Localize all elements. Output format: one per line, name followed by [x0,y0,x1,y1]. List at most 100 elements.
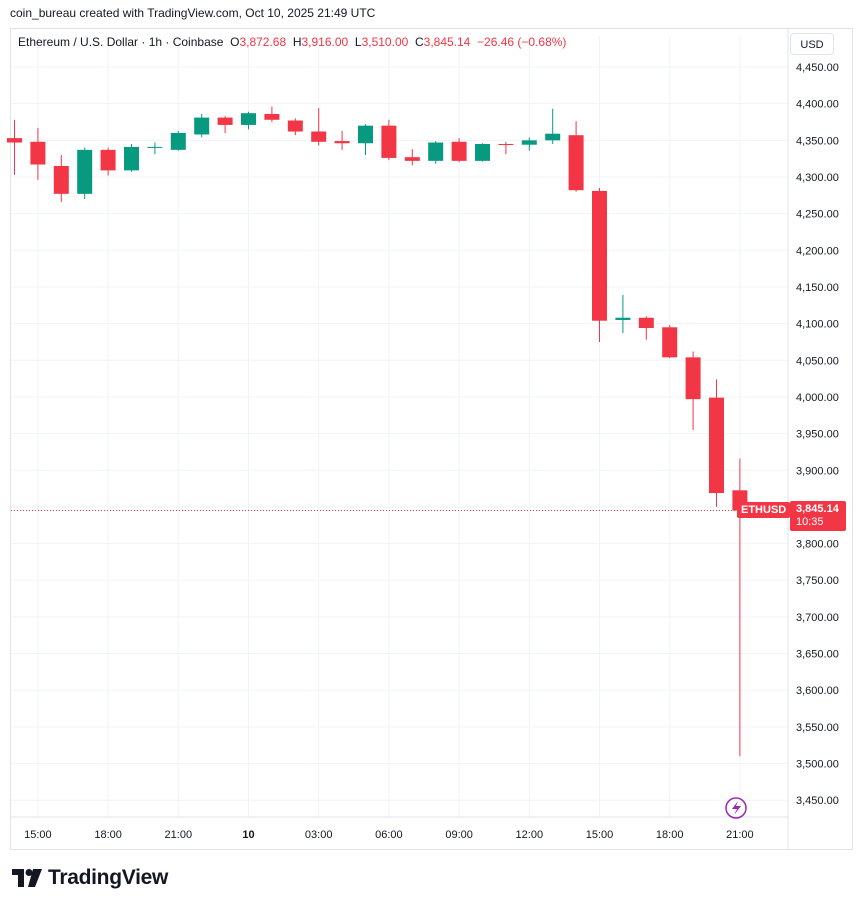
x-tick-label: 15:00 [586,829,614,841]
candle-body [264,113,280,120]
y-tick-label: 4,100.00 [796,319,839,331]
x-tick-label: 18:00 [656,829,684,841]
y-tick-label: 4,350.00 [796,135,839,147]
candle [638,316,654,340]
candle [170,130,186,151]
candle-body [498,143,514,145]
candle [334,130,350,150]
bar-countdown: 10:35 [796,516,824,528]
candle-body [287,120,303,132]
candle-body [521,140,537,145]
lightning-icon-circle [725,797,747,819]
candle [662,325,678,359]
candle [475,143,490,162]
candle-body [709,397,724,493]
x-tick-label: 18:00 [94,829,122,841]
legend-change: −26.46 (−0.68%) [477,35,567,49]
candle [311,108,327,146]
candle-body [358,125,373,144]
legend-open-value: 3,872.68 [239,35,287,49]
candle-body [404,157,420,161]
grid-lines [11,36,788,817]
legend-open-label: O [230,35,240,49]
last-price-label: 3,845.14 10:35 [790,501,846,531]
candle-body [170,132,186,150]
y-tick-label: 3,700.00 [796,612,839,624]
legend-symbol: Ethereum / U.S. Dollar · 1h · Coinbase [18,35,224,49]
y-tick-label: 4,000.00 [796,392,839,404]
candle-body [241,113,256,125]
candle [194,113,210,138]
y-tick-label: 3,750.00 [796,575,839,587]
y-tick-label: 4,300.00 [796,172,839,184]
candle-body [30,141,46,165]
candle-body [100,149,116,171]
candle [381,119,397,161]
y-tick-label: 3,800.00 [796,539,839,551]
x-tick-label: 06:00 [375,829,403,841]
y-tick-label: 4,150.00 [796,282,839,294]
y-tick-label: 3,450.00 [796,795,839,807]
candle [358,124,373,155]
candle-body [592,190,607,321]
candle [404,149,420,166]
candle-body [217,117,233,125]
x-tick-label: 15:00 [24,829,52,841]
x-tick-label: 03:00 [305,829,333,841]
y-tick-label: 3,950.00 [796,429,839,441]
candle [287,118,303,136]
candle [685,351,701,430]
candle-body [638,317,654,329]
x-tick-label: 09:00 [445,829,473,841]
candle [451,138,467,163]
candle [615,295,631,334]
chart-credit: coin_bureau created with TradingView.com… [10,6,376,20]
y-tick-label: 3,500.00 [796,759,839,771]
candle-body [7,138,22,143]
legend-close-label: C [414,35,424,49]
ohlc-legend: Ethereum / U.S. Dollar · 1h · Coinbase O… [18,35,566,49]
tradingview-logo[interactable]: TradingView [12,866,168,890]
candle [264,106,280,122]
candle-body [475,143,490,161]
candle-body [662,327,678,358]
candle-body [568,135,584,191]
candle [592,187,607,342]
candle [521,137,537,151]
candle-body [124,146,139,171]
lightning-icon [725,797,747,819]
brand-name: TradingView [48,866,169,889]
legend-low-label: L [354,35,362,49]
y-tick-label: 3,550.00 [796,722,839,734]
y-tick-label: 4,050.00 [796,355,839,367]
candle [217,116,233,133]
candle [241,111,256,130]
candle [709,379,724,507]
legend-low-value: 3,510.00 [361,35,409,49]
y-tick-label: 3,900.00 [796,465,839,477]
candle [568,121,584,192]
candle-body [451,141,467,161]
legend-high-value: 3,916.00 [301,35,349,49]
x-tick-label: 21:00 [165,829,193,841]
y-tick-label: 4,450.00 [796,62,839,74]
y-tick-label: 4,400.00 [796,99,839,111]
currency-button[interactable]: USD [790,33,834,55]
y-tick-label: 4,250.00 [796,209,839,221]
candle [124,143,139,172]
candle-body [685,357,701,400]
candle-body [311,131,327,142]
candle [53,154,69,202]
x-tick-label: 12:00 [516,829,544,841]
lightning-icon-bolt [732,801,741,815]
symbol-price-tag: ETHUSD [737,502,791,518]
x-tick-label: 10 [242,829,254,841]
x-tick-label: 21:00 [726,829,754,841]
candle-body [77,149,93,194]
y-tick-label: 4,200.00 [796,245,839,257]
last-price-value: 3,845.14 [796,503,839,515]
y-tick-label: 3,650.00 [796,649,839,661]
candle [7,119,22,175]
candle [77,147,93,199]
